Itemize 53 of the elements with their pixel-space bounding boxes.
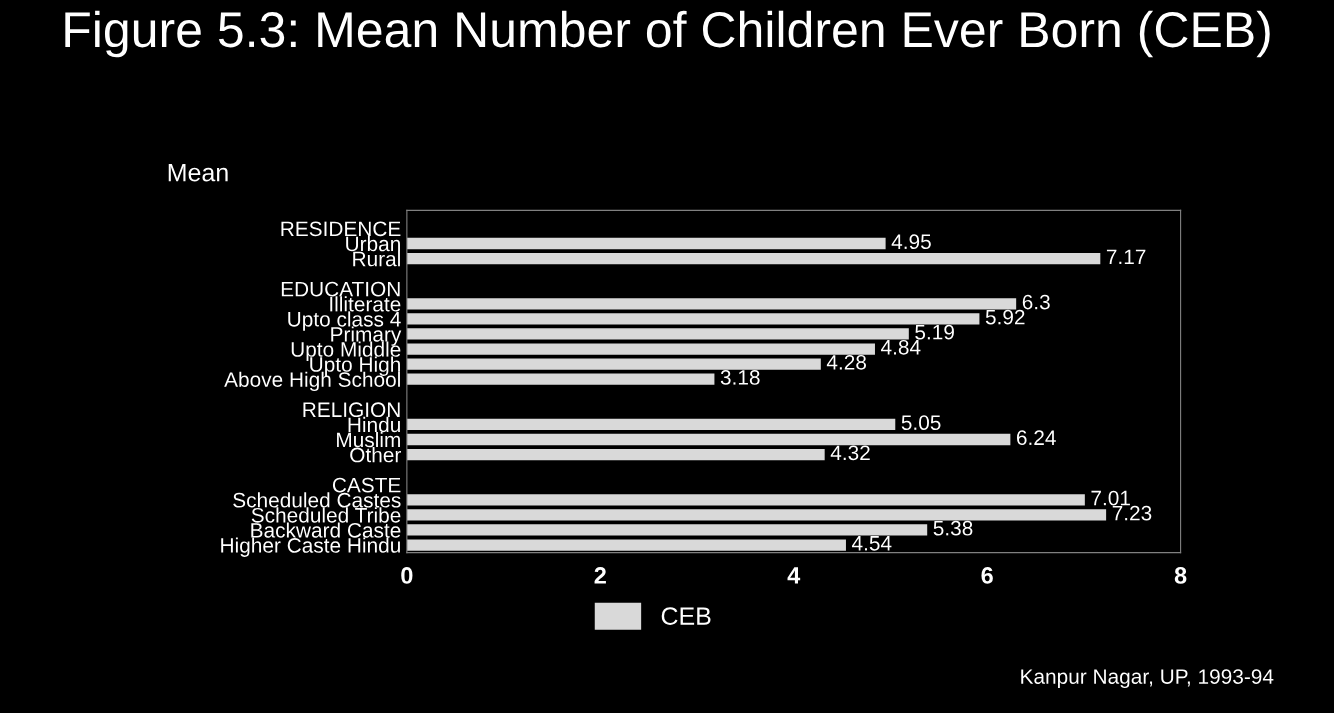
data-label: 5.05 [901, 415, 941, 431]
bar [406, 433, 1011, 446]
data-label: 6.24 [1016, 430, 1056, 446]
x-tick-label: 2 [594, 567, 606, 584]
bar [406, 358, 821, 370]
data-label: 3.18 [720, 370, 760, 385]
y-tick-label: Rural [353, 251, 400, 267]
data-label: 7.17 [1106, 249, 1146, 264]
y-tick-label: Other [350, 447, 401, 463]
data-label: 5.19 [915, 324, 954, 340]
data-label: 4.54 [851, 536, 892, 551]
y-tick-label: Illiterate [330, 296, 401, 312]
bar [406, 509, 1107, 521]
y-tick-label: Urban [346, 235, 400, 252]
bar [406, 237, 886, 250]
text: Kanpur Nagar, UP, 1993-94 [1021, 669, 1274, 689]
data-label: 5.38 [933, 520, 973, 536]
bar [406, 448, 825, 461]
bar [406, 298, 1017, 310]
legend-label: CEB [661, 607, 711, 625]
y-tick-label: Hindu [348, 416, 400, 433]
y-tick-label: CASTE [332, 477, 401, 493]
y-tick-label: Backward Caste [251, 522, 401, 538]
bar [406, 418, 896, 431]
bar [406, 524, 928, 536]
data-label: 4.95 [891, 234, 931, 250]
y-tick-label: EDUCATION [281, 281, 400, 297]
y-tick-label: RESIDENCE [281, 221, 401, 237]
x-tick-label: 4 [787, 567, 801, 584]
data-label: 4.32 [830, 445, 870, 461]
bar [406, 343, 875, 355]
data-label: 6.3 [1022, 294, 1050, 310]
data-label: 7.01 [1091, 490, 1130, 506]
x-tick-label: 6 [981, 567, 993, 584]
y-tick-label: Scheduled Tribe [251, 507, 401, 523]
y-tick-label: Scheduled Castes [233, 492, 401, 508]
chart-title: Figure 5.3: Mean Number of Children Ever Born (CEB) [65, 10, 1270, 58]
bar [406, 373, 715, 385]
bar [406, 313, 980, 325]
bar [406, 539, 846, 551]
y-tick-label: Higher Caste Hindu [221, 537, 400, 557]
x-tick-label: 8 [1174, 567, 1187, 584]
x-tick-label: 0 [401, 567, 413, 584]
data-label: 7.23 [1112, 505, 1152, 521]
y-axis-title: Mean [168, 163, 228, 182]
y-tick-label: RELIGION [303, 402, 400, 418]
bar [406, 494, 1085, 506]
data-label: 5.92 [985, 309, 1025, 325]
data-label: 4.28 [826, 354, 867, 370]
bar [406, 252, 1101, 265]
y-tick-label: Muslim [337, 431, 400, 448]
bar [406, 328, 909, 340]
data-label: 4.84 [881, 339, 921, 355]
